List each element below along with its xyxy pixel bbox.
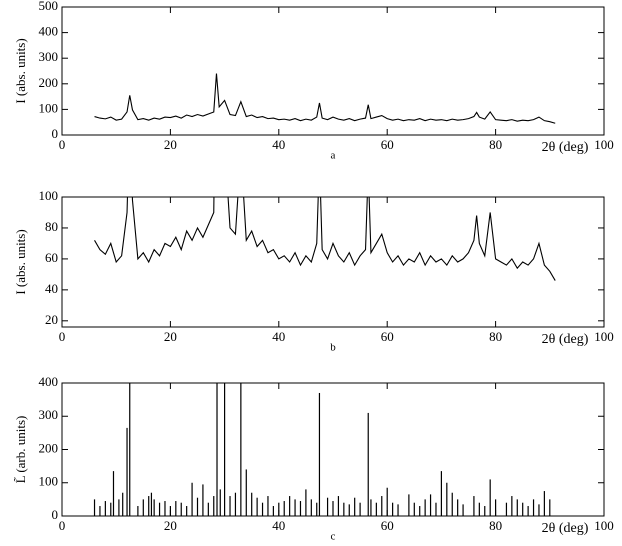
- x-tick-label: 80: [489, 137, 502, 152]
- panel: 0 20 40 60 80 100 0 100 200 300 400 500 I (abs. unit…: [13, 0, 614, 162]
- x-tick-label: 100: [594, 329, 614, 344]
- x-tick-label: 20: [164, 518, 177, 533]
- y-tick-label: 100: [39, 188, 59, 203]
- pattern-line: [94, 73, 556, 124]
- x-tick-label: 60: [381, 137, 394, 152]
- x-tick-label: 80: [489, 329, 502, 344]
- plot-area: [93, 383, 551, 516]
- plot-area: [94, 73, 556, 124]
- x-tick-label: 0: [59, 518, 66, 533]
- y-axis-label: I (abs. units): [13, 38, 28, 103]
- plot-frame: [61, 6, 605, 136]
- plot-area: [94, 197, 556, 281]
- y-tick-label: 40: [45, 281, 58, 296]
- y-tick-label: 200: [39, 440, 59, 455]
- x-tick-label: 60: [381, 329, 394, 344]
- x-tick-label: 20: [164, 137, 177, 152]
- y-tick-label: 20: [45, 312, 58, 327]
- y-tick-label: 300: [39, 407, 59, 422]
- x-tick-label: 40: [272, 137, 285, 152]
- x-axis-label: 2θ (deg): [542, 140, 589, 155]
- y-tick-label: 0: [52, 126, 59, 141]
- plot-frame: [61, 196, 605, 328]
- y-axis-label: I (abs. units): [13, 229, 28, 294]
- x-tick-label: 20: [164, 329, 177, 344]
- x-tick-label: 60: [381, 518, 394, 533]
- panel-label: b: [330, 342, 336, 354]
- y-tick-label: 60: [45, 250, 58, 265]
- x-axis-label: 2θ (deg): [542, 332, 589, 347]
- panel: 0 20 40 60 80 100 0 100 200 300 400 L̃ (arb. units)…: [13, 374, 614, 543]
- pattern-line: [94, 197, 556, 281]
- y-tick-label: 100: [39, 474, 59, 489]
- x-tick-label: 40: [272, 518, 285, 533]
- x-tick-label: 100: [594, 137, 614, 152]
- x-tick-label: 0: [59, 137, 66, 152]
- x-tick-label: 100: [594, 518, 614, 533]
- y-tick-label: 200: [39, 75, 59, 90]
- panel-label: c: [331, 531, 336, 543]
- y-tick-label: 0: [52, 507, 59, 522]
- y-tick-label: 300: [39, 49, 59, 64]
- y-tick-label: 100: [39, 100, 59, 115]
- x-tick-label: 0: [59, 329, 66, 344]
- y-tick-label: 500: [39, 0, 59, 13]
- x-tick-label: 40: [272, 329, 285, 344]
- y-tick-label: 80: [45, 219, 58, 234]
- y-axis-label: L̃ (arb. units): [13, 416, 28, 484]
- x-tick-label: 80: [489, 518, 502, 533]
- x-axis-label: 2θ (deg): [542, 521, 589, 536]
- plot-frame: [61, 382, 605, 517]
- panel-label: a: [331, 150, 336, 162]
- y-tick-label: 400: [39, 24, 59, 39]
- y-tick-label: 400: [39, 374, 59, 389]
